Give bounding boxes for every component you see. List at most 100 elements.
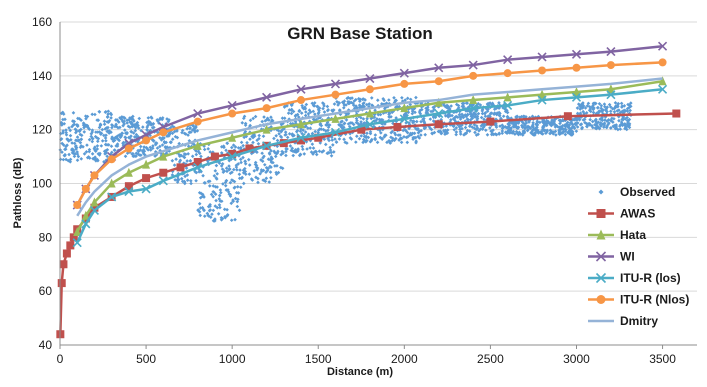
series-point-itu-r-nlos (331, 90, 340, 99)
observed-point (527, 119, 531, 124)
observed-point (201, 194, 206, 198)
observed-point (132, 154, 137, 158)
observed-point (273, 150, 277, 155)
observed-point (255, 166, 260, 170)
observed-point (327, 150, 331, 155)
observed-point (239, 160, 243, 165)
observed-point (253, 114, 258, 119)
y-tick-label: 120 (32, 123, 52, 137)
observed-point (103, 136, 108, 140)
observed-point (64, 144, 68, 149)
observed-point (522, 114, 527, 119)
observed-point (136, 148, 140, 153)
observed-point (122, 119, 127, 124)
observed-point (617, 124, 622, 128)
observed-point (444, 131, 448, 136)
observed-point (107, 131, 111, 135)
observed-point (401, 128, 405, 133)
observed-point (494, 132, 499, 137)
observed-point (255, 138, 259, 143)
legend-marker-observed (598, 189, 604, 195)
observed-point (469, 114, 474, 119)
series-point-itu-r-los-stroke-b (537, 95, 547, 105)
observed-point (290, 133, 295, 137)
series-point-wi (193, 108, 203, 119)
observed-point (285, 135, 290, 140)
observed-point (189, 181, 193, 186)
observed-point (458, 124, 463, 128)
observed-point (627, 122, 632, 126)
observed-point (322, 104, 326, 108)
observed-point (363, 138, 367, 143)
observed-point (416, 130, 421, 135)
observed-point (256, 176, 260, 181)
observed-point (552, 118, 557, 123)
observed-point (602, 102, 607, 106)
observed-point (217, 203, 222, 207)
observed-point (322, 110, 327, 114)
observed-point (445, 131, 450, 135)
observed-point (83, 114, 88, 118)
observed-point (361, 117, 366, 121)
series-point-itu-r-los-stroke-b (365, 119, 375, 129)
observed-point (106, 143, 111, 147)
observed-point (449, 104, 453, 108)
observed-point (301, 147, 305, 152)
observed-point (326, 136, 330, 141)
observed-point (62, 153, 67, 158)
observed-point (325, 108, 330, 113)
observed-point (70, 141, 74, 145)
observed-point (92, 146, 97, 151)
observed-point (352, 106, 357, 111)
observed-point (345, 96, 349, 101)
observed-point (221, 182, 225, 186)
observed-point (227, 164, 231, 168)
observed-point (351, 103, 356, 108)
observed-point (175, 177, 180, 182)
observed-point (568, 121, 573, 125)
observed-point (251, 140, 255, 145)
observed-point (61, 157, 66, 162)
observed-point (123, 116, 127, 121)
observed-point (186, 152, 190, 156)
observed-point (408, 97, 413, 102)
observed-point (602, 123, 607, 127)
observed-point (406, 110, 411, 115)
observed-point (578, 104, 582, 109)
series-point-hata (606, 84, 615, 94)
observed-point (164, 146, 168, 150)
series-point-wi (365, 73, 375, 84)
observed-point (531, 121, 535, 125)
observed-point (570, 132, 575, 137)
observed-point (153, 154, 157, 158)
observed-point (355, 118, 359, 123)
observed-point (613, 101, 618, 105)
observed-point (557, 131, 561, 135)
observed-point (318, 141, 323, 145)
observed-point (243, 166, 247, 171)
observed-point (530, 129, 534, 133)
observed-point (173, 134, 178, 139)
observed-point (281, 151, 285, 156)
observed-point (602, 121, 607, 125)
observed-point (272, 136, 276, 141)
observed-point (232, 167, 236, 172)
observed-point (340, 119, 344, 124)
observed-point (493, 123, 498, 127)
observed-point (225, 212, 230, 217)
observed-point (264, 170, 268, 174)
observed-point (342, 125, 346, 130)
observed-point (561, 127, 566, 131)
observed-point (328, 148, 333, 152)
observed-point (115, 144, 120, 148)
observed-point (479, 124, 484, 128)
observed-point (387, 98, 391, 102)
observed-point (398, 133, 402, 137)
observed-point (507, 123, 512, 127)
observed-point (248, 137, 252, 141)
observed-point (150, 116, 154, 120)
observed-point (598, 122, 603, 127)
observed-point (356, 96, 361, 101)
observed-point (352, 99, 357, 103)
observed-point (588, 109, 593, 114)
